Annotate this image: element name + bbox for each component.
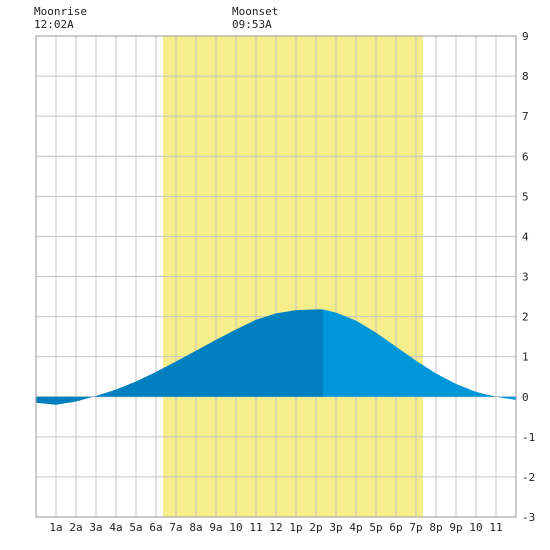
tide-area-future xyxy=(323,309,516,400)
x-tick-label: 8p xyxy=(429,521,442,534)
y-axis-ticks: -3 -2 -1 0 1 2 3 4 5 6 7 8 9 xyxy=(522,30,535,524)
x-axis-ticks: 1a 2a 3a 4a 5a 6a 7a 8a 9a 10 11 12 1p 2p 3p 4p 5p 6p 7p 8p… xyxy=(49,521,502,534)
plot-border xyxy=(35,35,517,518)
y-tick-label: 5 xyxy=(522,190,529,203)
x-tick-label: 5p xyxy=(369,521,382,534)
y-tick-label: 4 xyxy=(522,230,529,243)
y-tick-label: 3 xyxy=(522,271,529,284)
x-tick-label: 7a xyxy=(169,521,182,534)
y-tick-label: 6 xyxy=(522,150,529,163)
x-tick-label: 11 xyxy=(249,521,262,534)
y-tick-label: 9 xyxy=(522,30,529,43)
moonrise-time: 12:02A xyxy=(34,18,74,31)
x-tick-label: 2a xyxy=(69,521,82,534)
moonrise-label: Moonrise xyxy=(34,5,87,18)
y-tick-label: 2 xyxy=(522,311,529,324)
x-tick-label: 11 xyxy=(489,521,502,534)
x-tick-label: 4a xyxy=(109,521,122,534)
x-tick-label: 3p xyxy=(329,521,342,534)
y-tick-label: -3 xyxy=(522,511,535,524)
x-tick-label: 9a xyxy=(209,521,222,534)
x-tick-label: 5a xyxy=(129,521,142,534)
y-tick-label: 7 xyxy=(522,110,529,123)
x-tick-label: 1p xyxy=(289,521,302,534)
x-tick-label: 7p xyxy=(409,521,422,534)
x-tick-label: 9p xyxy=(449,521,462,534)
x-tick-label: 2p xyxy=(309,521,322,534)
x-tick-label: 1a xyxy=(49,521,62,534)
moonset-time: 09:53A xyxy=(232,18,272,31)
x-tick-label: 6a xyxy=(149,521,162,534)
x-tick-label: 6p xyxy=(389,521,402,534)
y-tick-label: -1 xyxy=(522,431,535,444)
y-tick-label: 8 xyxy=(522,70,529,83)
y-tick-label: -2 xyxy=(522,471,535,484)
y-tick-label: 0 xyxy=(522,391,529,404)
moonset-label: Moonset xyxy=(232,5,278,18)
x-tick-label: 3a xyxy=(89,521,102,534)
x-tick-label: 4p xyxy=(349,521,362,534)
y-tick-label: 1 xyxy=(522,351,529,364)
x-tick-label: 10 xyxy=(229,521,242,534)
x-tick-label: 8a xyxy=(189,521,202,534)
x-tick-label: 10 xyxy=(469,521,482,534)
x-tick-label: 12 xyxy=(269,521,282,534)
tide-area-past xyxy=(36,309,323,405)
